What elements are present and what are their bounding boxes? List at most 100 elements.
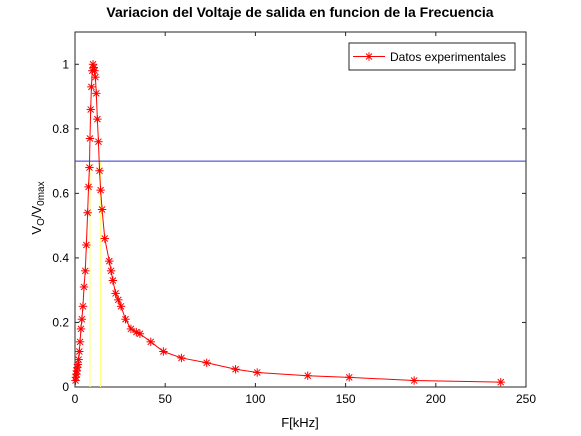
data-point-24-stroke-3 — [91, 67, 98, 75]
y-tick-label-2: 0.4 — [52, 251, 69, 265]
x-tick-label-4: 200 — [426, 392, 446, 406]
y-axis-ticks: 0 0.2 0.4 0.6 0.8 1 — [52, 57, 526, 394]
data-point-22-stroke-3 — [89, 60, 97, 68]
data-point-26-stroke-3 — [92, 89, 100, 97]
data-point-39-stroke-3 — [122, 315, 129, 323]
data-point-46 — [202, 358, 211, 367]
data-point-34 — [106, 266, 116, 276]
data-point-11-stroke-3 — [79, 302, 87, 310]
data-point-17 — [85, 163, 94, 172]
data-point-42-stroke-3 — [136, 330, 144, 338]
data-point-13 — [81, 266, 90, 276]
legend-marker-asterisk-stroke-3 — [365, 53, 373, 60]
data-series — [71, 60, 505, 387]
x-tick-label-1: 50 — [159, 392, 173, 406]
data-point-40-stroke-3 — [127, 325, 135, 333]
data-point-50-stroke-3 — [345, 373, 353, 381]
data-point-24 — [90, 66, 99, 75]
data-point-47-stroke-3 — [232, 365, 239, 373]
data-point-14 — [82, 240, 91, 250]
data-point-38-stroke-3 — [117, 302, 125, 310]
data-point-16 — [84, 182, 93, 192]
y-tick-label-1: 0.2 — [52, 315, 69, 329]
x-axis-ticks: 0 50 100 150 200 250 — [72, 32, 536, 406]
data-point-32-stroke-3 — [101, 235, 109, 242]
data-point-36 — [111, 289, 120, 298]
data-point-16-stroke-3 — [85, 183, 92, 191]
data-point-9 — [76, 324, 86, 334]
data-point-8 — [75, 337, 85, 347]
data-point-29-stroke-3 — [96, 167, 103, 175]
data-point-45-stroke-3 — [178, 354, 185, 362]
data-point-25-stroke-3 — [92, 73, 99, 81]
data-point-44-stroke-3 — [160, 348, 167, 355]
data-point-35-stroke-3 — [109, 277, 117, 284]
y-axis-label-sub1: O — [36, 218, 47, 226]
data-point-38 — [116, 302, 126, 311]
data-point-29 — [95, 166, 104, 175]
data-point-46-stroke-3 — [203, 359, 211, 367]
data-point-27-stroke-3 — [93, 115, 101, 123]
legend-marker — [364, 52, 374, 61]
bandwidth-lines — [89, 161, 102, 387]
data-point-33 — [105, 256, 114, 266]
legend-entry: Datos experimentales — [390, 50, 506, 64]
x-axis-label: F[kHz] — [281, 415, 319, 430]
data-point-15-stroke-3 — [84, 209, 92, 217]
data-point-6-stroke-3 — [75, 356, 82, 363]
data-point-7 — [75, 347, 84, 356]
data-point-30-stroke-3 — [97, 186, 104, 194]
data-point-28 — [94, 137, 103, 146]
y-axis-label-main: V — [29, 226, 44, 235]
data-point-19 — [86, 105, 95, 114]
data-point-32 — [100, 234, 109, 243]
data-point-41-stroke-3 — [132, 328, 140, 336]
data-point-7-stroke-3 — [75, 348, 83, 355]
data-point-35 — [108, 276, 118, 285]
y-tick-label-3: 0.6 — [52, 186, 69, 200]
data-point-26 — [92, 89, 101, 98]
data-point-44 — [159, 347, 168, 356]
data-point-11 — [78, 302, 88, 311]
data-point-18-stroke-3 — [86, 135, 94, 142]
data-point-18 — [85, 134, 95, 143]
data-point-28-stroke-3 — [95, 138, 102, 146]
data-point-10-stroke-3 — [78, 315, 86, 323]
data-point-51 — [409, 376, 419, 385]
data-point-12 — [79, 282, 89, 292]
legend-marker-asterisk — [364, 52, 374, 61]
data-point-39 — [121, 315, 130, 324]
data-point-37-stroke-3 — [114, 296, 122, 304]
data-point-45 — [177, 353, 186, 363]
x-tick-label-5: 250 — [516, 392, 536, 406]
data-point-43-stroke-3 — [147, 338, 155, 346]
data-point-33-stroke-3 — [105, 257, 113, 265]
chart-title: Variacion del Voltaje de salida en funci… — [106, 4, 493, 20]
y-tick-label-4: 0.8 — [52, 122, 69, 136]
x-tick-label-3: 150 — [336, 392, 356, 406]
data-point-5-stroke-3 — [74, 361, 82, 368]
data-point-36-stroke-3 — [112, 290, 119, 297]
data-point-31 — [97, 205, 107, 214]
data-point-50 — [345, 373, 354, 382]
data-point-31-stroke-3 — [98, 206, 106, 213]
data-point-19-stroke-3 — [87, 106, 95, 113]
data-point-47 — [231, 365, 240, 374]
data-point-49 — [303, 371, 312, 380]
data-point-20 — [87, 82, 96, 92]
data-point-13-stroke-3 — [81, 267, 89, 275]
data-point-23-stroke-3 — [90, 64, 98, 71]
data-point-27 — [93, 114, 102, 124]
data-point-37 — [114, 295, 123, 305]
y-axis-label-sub2: 0max — [36, 181, 47, 205]
data-point-34-stroke-3 — [107, 267, 115, 275]
data-point-6 — [74, 355, 83, 364]
data-point-20-stroke-3 — [88, 83, 95, 91]
data-point-14-stroke-3 — [82, 241, 90, 249]
data-point-30 — [96, 185, 105, 195]
x-tick-label-0: 0 — [72, 392, 79, 406]
data-point-8-stroke-3 — [76, 338, 84, 346]
data-point-48-stroke-3 — [253, 369, 261, 376]
data-point-51-stroke-3 — [410, 377, 418, 384]
